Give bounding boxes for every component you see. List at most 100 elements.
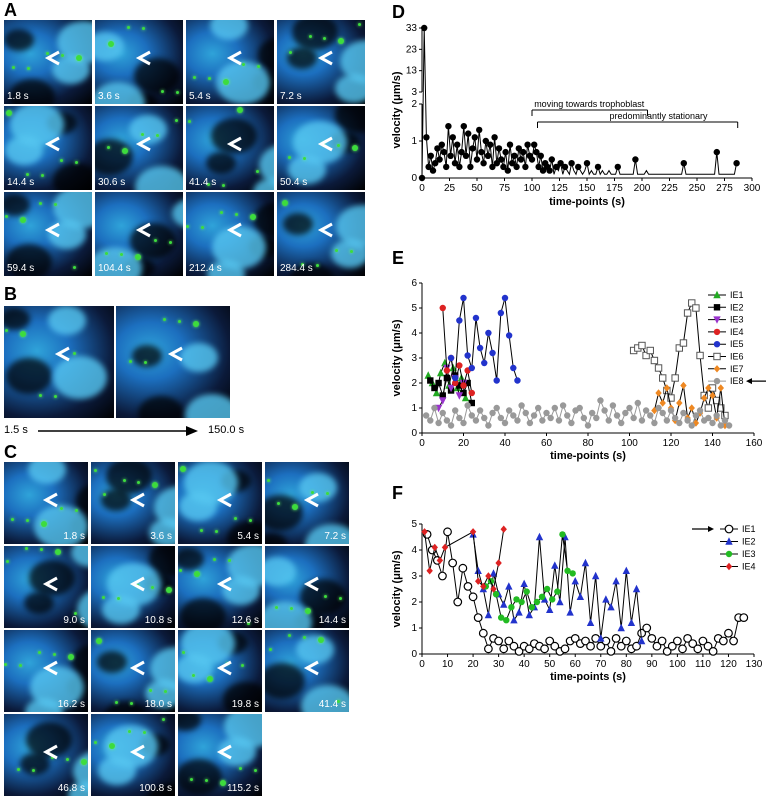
legend-label: IE6 [730, 352, 744, 362]
parasite-dot [72, 265, 76, 269]
parasite-dot [303, 635, 307, 639]
parasite-dot [95, 637, 102, 644]
data-point [501, 419, 509, 427]
data-point [528, 604, 536, 611]
data-point [461, 393, 470, 402]
x-tick-label: 40 [519, 659, 531, 670]
data-point [501, 294, 509, 302]
parasite-dot [162, 717, 166, 721]
parasite-dot [150, 585, 154, 589]
y-axis-label: velocity (μm/s) [391, 319, 403, 396]
panel-letter-b: B [4, 284, 17, 304]
panel-letter-d: D [392, 2, 405, 22]
micrograph-tile: 19.8 s [178, 630, 262, 712]
data-point [445, 123, 452, 130]
parasite-dot [274, 605, 278, 609]
data-point [580, 414, 588, 422]
data-point [535, 163, 542, 171]
data-point [476, 407, 484, 414]
y-tick-label: 6 [411, 278, 417, 289]
parasite-dot [233, 517, 237, 521]
data-point [618, 419, 625, 427]
data-point [508, 604, 515, 611]
data-point [622, 566, 631, 574]
y-tick-label: 3 [411, 87, 417, 98]
x-tick-label: 120 [663, 438, 680, 449]
data-point [713, 365, 721, 373]
cell-blob [258, 144, 274, 188]
cell-blob [265, 662, 306, 699]
parasite-dot [178, 569, 182, 573]
parasite-dot [302, 157, 306, 161]
data-point [667, 394, 675, 402]
micrograph-tile: 50.4 s [277, 106, 365, 190]
parasite-dot [193, 75, 197, 79]
data-point [468, 592, 478, 602]
parasite-dot [255, 170, 259, 174]
parasite-dot [152, 482, 159, 489]
parasite-dot [119, 253, 123, 256]
y-tick-label: 4 [411, 545, 417, 556]
data-point [663, 417, 671, 424]
parasite-dot [25, 172, 29, 176]
parasite-dot [276, 502, 280, 506]
data-point [495, 145, 503, 152]
data-point [555, 417, 563, 424]
y-tick-label: 1 [411, 136, 417, 147]
data-point [510, 412, 517, 419]
data-point [463, 581, 473, 591]
x-tick-label: 60 [541, 438, 553, 449]
data-point [683, 633, 693, 643]
data-point [725, 422, 733, 429]
parasite-dot [338, 38, 345, 45]
data-point [611, 633, 621, 643]
data-point [586, 618, 595, 626]
parasite-dot [357, 23, 361, 27]
data-point [460, 419, 467, 427]
data-point [733, 160, 740, 167]
data-point [605, 417, 612, 424]
parasite-dot [137, 480, 141, 484]
data-point [696, 351, 704, 360]
panel-letter-c: C [4, 442, 17, 462]
cell-blob [295, 634, 334, 664]
timestamp-label: 16.2 s [57, 699, 85, 710]
x-tick-label: 160 [746, 438, 763, 449]
data-point [497, 414, 505, 422]
data-point [515, 608, 523, 616]
data-point [683, 309, 692, 317]
x-tick-label: 100 [669, 659, 686, 670]
data-point [424, 371, 432, 379]
parasite-dot [266, 478, 270, 482]
y-tick-label: 13 [406, 66, 418, 77]
data-point [571, 577, 579, 585]
data-point [576, 592, 585, 600]
data-point [713, 316, 721, 324]
data-point [485, 572, 492, 580]
data-point [481, 359, 488, 367]
data-point [448, 558, 458, 568]
parasite-dot [207, 675, 214, 682]
arrowhead-icon [317, 49, 335, 67]
parasite-dot [289, 50, 293, 54]
parasite-dot [186, 225, 189, 228]
data-point [504, 636, 514, 646]
parasite-dot [325, 491, 329, 495]
parasite-dot [60, 507, 64, 511]
micrograph-tile: 16.2 s [4, 630, 88, 712]
cell-blob [257, 36, 274, 73]
data-point [709, 391, 716, 400]
parasite-dot [168, 240, 172, 244]
data-point [427, 377, 434, 384]
data-point [672, 636, 682, 646]
cell-blob [172, 198, 183, 228]
data-point [509, 160, 516, 167]
data-point [435, 379, 442, 387]
micrograph-tile: 30.6 s [95, 106, 183, 190]
data-point [655, 389, 662, 397]
micrograph-tile: 1.8 s [4, 462, 88, 544]
micrograph-tile: 41.4 s [186, 106, 274, 190]
timestamp-label: 5.4 s [237, 531, 259, 542]
timestamp-label: 104.4 s [98, 263, 131, 274]
x-tick-label: 80 [582, 438, 594, 449]
